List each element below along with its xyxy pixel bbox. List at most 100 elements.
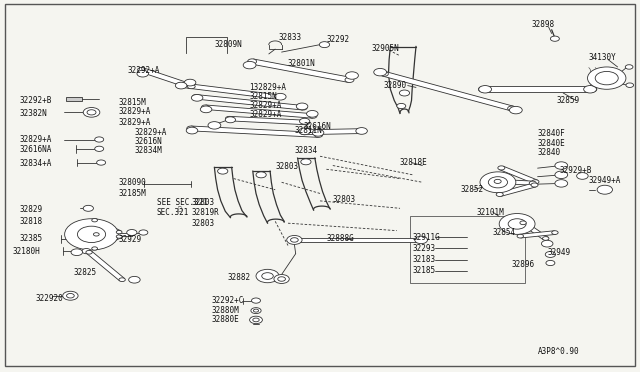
Circle shape — [555, 180, 568, 187]
Circle shape — [531, 183, 538, 187]
Text: 32840: 32840 — [538, 148, 561, 157]
Polygon shape — [498, 183, 536, 196]
Text: 32382N: 32382N — [19, 109, 47, 118]
Circle shape — [77, 226, 106, 243]
Circle shape — [498, 166, 505, 170]
Text: 32815M: 32815M — [118, 98, 146, 107]
Text: 32803: 32803 — [333, 195, 356, 203]
Text: 32292+B: 32292+B — [19, 96, 52, 105]
Text: 32834M: 32834M — [134, 146, 162, 155]
Circle shape — [494, 179, 501, 183]
Circle shape — [301, 159, 311, 165]
Polygon shape — [140, 68, 193, 89]
Polygon shape — [520, 222, 548, 240]
Circle shape — [200, 106, 212, 113]
Text: 32898: 32898 — [531, 20, 554, 29]
Text: SEC.321: SEC.321 — [157, 208, 189, 217]
Circle shape — [82, 248, 91, 254]
Polygon shape — [93, 219, 121, 234]
Circle shape — [278, 277, 285, 281]
Circle shape — [187, 126, 195, 131]
Polygon shape — [93, 235, 121, 250]
Circle shape — [175, 82, 187, 89]
Text: 32292+A: 32292+A — [128, 66, 161, 75]
Text: 32890: 32890 — [384, 81, 407, 90]
Circle shape — [584, 86, 596, 93]
Circle shape — [577, 173, 588, 179]
Circle shape — [95, 146, 104, 151]
Text: 32833: 32833 — [278, 33, 301, 42]
Circle shape — [129, 276, 140, 283]
Text: 32888G: 32888G — [326, 234, 354, 243]
Circle shape — [309, 114, 317, 118]
Circle shape — [256, 172, 266, 178]
Text: 32852: 32852 — [461, 185, 484, 194]
Text: 32815N: 32815N — [250, 92, 277, 101]
Text: 32840F: 32840F — [538, 129, 565, 138]
Circle shape — [202, 105, 209, 109]
Circle shape — [415, 236, 428, 244]
Polygon shape — [499, 166, 538, 183]
Circle shape — [276, 95, 284, 100]
Circle shape — [291, 238, 298, 242]
Circle shape — [256, 269, 279, 283]
Circle shape — [312, 129, 324, 136]
Circle shape — [63, 291, 78, 300]
Circle shape — [296, 103, 308, 110]
Circle shape — [262, 273, 273, 279]
Polygon shape — [96, 233, 132, 236]
Text: 328090: 328090 — [118, 178, 146, 187]
Circle shape — [314, 132, 323, 137]
Polygon shape — [483, 87, 592, 92]
Text: SEE SEC.321: SEE SEC.321 — [157, 198, 207, 207]
Circle shape — [87, 110, 96, 115]
Polygon shape — [191, 126, 319, 137]
Circle shape — [65, 219, 118, 250]
Text: A3P8^0.90: A3P8^0.90 — [538, 347, 579, 356]
Text: 32616NA: 32616NA — [19, 145, 52, 154]
Circle shape — [225, 116, 233, 121]
Text: 32829+A: 32829+A — [250, 110, 282, 119]
Text: 32819R: 32819R — [192, 208, 220, 217]
Circle shape — [299, 128, 310, 135]
Polygon shape — [293, 238, 421, 242]
Circle shape — [208, 122, 221, 129]
Circle shape — [243, 61, 256, 69]
Circle shape — [93, 233, 99, 236]
Circle shape — [480, 172, 516, 193]
Text: 34130Y: 34130Y — [589, 53, 616, 62]
Circle shape — [397, 103, 406, 109]
Text: 32292+C: 32292+C — [211, 296, 244, 305]
Text: 32949: 32949 — [547, 248, 570, 257]
Circle shape — [346, 72, 358, 79]
Text: 32896: 32896 — [512, 260, 535, 269]
Text: 32803: 32803 — [192, 198, 215, 207]
Circle shape — [508, 219, 526, 229]
Circle shape — [139, 230, 148, 235]
Text: 32180H: 32180H — [13, 247, 40, 256]
Circle shape — [552, 231, 558, 234]
Circle shape — [588, 67, 626, 89]
Circle shape — [546, 260, 555, 266]
Text: 32616N: 32616N — [304, 122, 332, 131]
Text: 32616N: 32616N — [134, 137, 162, 146]
Text: 32840E: 32840E — [538, 139, 565, 148]
Circle shape — [92, 247, 97, 250]
Circle shape — [488, 177, 508, 188]
Text: 32854: 32854 — [493, 228, 516, 237]
Circle shape — [127, 230, 137, 235]
Text: 32385: 32385 — [19, 234, 42, 243]
Circle shape — [251, 308, 261, 314]
Text: 32801N: 32801N — [288, 60, 316, 68]
Text: 32829+A: 32829+A — [118, 118, 151, 126]
Circle shape — [479, 86, 488, 92]
Text: 32825: 32825 — [74, 268, 97, 277]
Text: 32880M: 32880M — [211, 306, 239, 315]
Text: 32829+A: 32829+A — [134, 128, 167, 137]
Circle shape — [300, 130, 308, 135]
Circle shape — [380, 71, 388, 76]
Text: 32834: 32834 — [294, 146, 317, 155]
Circle shape — [399, 90, 410, 96]
Circle shape — [517, 234, 524, 238]
Circle shape — [529, 181, 536, 185]
